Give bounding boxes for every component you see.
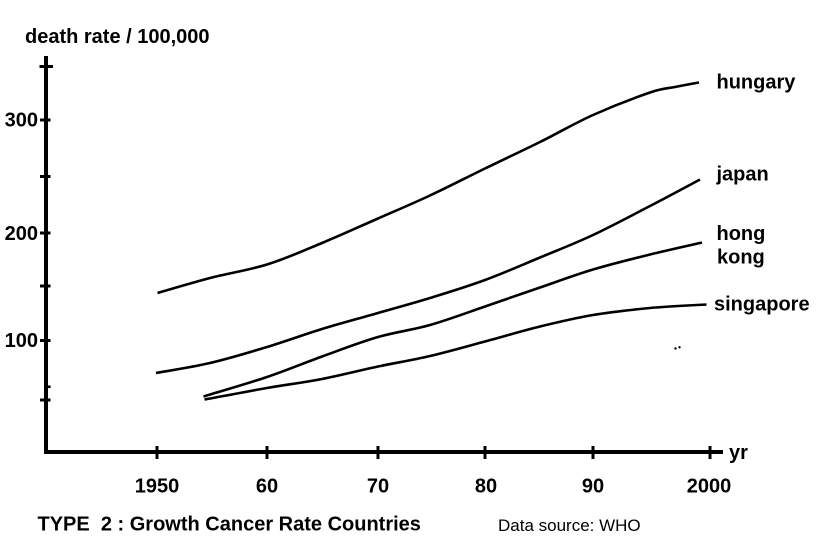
- svg-text:hong: hong: [717, 223, 766, 245]
- svg-text:Data source: WHO: Data source: WHO: [498, 516, 641, 535]
- svg-text:hungary: hungary: [717, 72, 797, 94]
- svg-text:1950: 1950: [135, 476, 180, 498]
- svg-text:kong: kong: [717, 247, 765, 269]
- svg-text:2000: 2000: [687, 476, 732, 498]
- svg-text:90: 90: [582, 476, 604, 498]
- svg-text:death rate / 100,000: death rate / 100,000: [25, 26, 210, 48]
- svg-text:200: 200: [5, 223, 38, 245]
- svg-text:60: 60: [256, 476, 278, 498]
- svg-text:70: 70: [367, 476, 389, 498]
- svg-text:300: 300: [5, 110, 38, 132]
- svg-text:yr: yr: [729, 442, 748, 464]
- svg-text:80: 80: [475, 476, 497, 498]
- svg-text:100: 100: [5, 330, 38, 352]
- svg-text:singapore: singapore: [714, 294, 810, 316]
- svg-text:japan: japan: [716, 164, 769, 186]
- svg-text:TYPE 2 : Growth Cancer Rate C: TYPE 2 : Growth Cancer Rate Countries: [38, 514, 421, 536]
